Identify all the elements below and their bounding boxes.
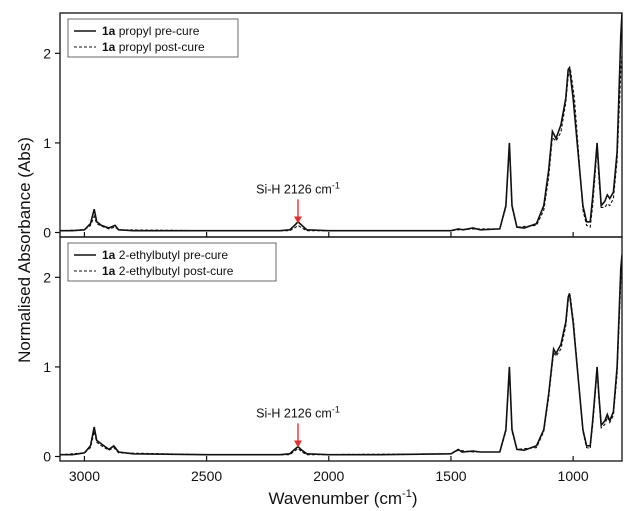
legend-entry-text: 2-ethylbutyl pre-cure bbox=[115, 248, 228, 262]
legend-entry-bold: 1a bbox=[102, 264, 116, 278]
x-tick-label: 2000 bbox=[313, 468, 344, 484]
legend-entry-text: propyl post-cure bbox=[115, 40, 205, 54]
annotation-label-superscript: -1 bbox=[332, 404, 340, 414]
x-tick-label: 3000 bbox=[69, 468, 100, 484]
y-tick-label: 1 bbox=[43, 135, 51, 151]
x-tick-label: 2500 bbox=[191, 468, 222, 484]
legend-entry: 1a 2-ethylbutyl pre-cure bbox=[102, 248, 228, 262]
annotation-label-main: Si-H 2126 cm bbox=[256, 182, 332, 196]
series-dashed bbox=[60, 53, 622, 232]
legend-entry-bold: 1a bbox=[102, 248, 116, 262]
annotation-arrow-head bbox=[293, 440, 302, 448]
annotation-label: Si-H 2126 cm-1 bbox=[256, 180, 340, 196]
legend-entry-text: propyl pre-cure bbox=[115, 24, 199, 38]
y-tick-label: 2 bbox=[43, 269, 51, 285]
legend-box bbox=[67, 18, 239, 58]
series-solid bbox=[60, 254, 622, 456]
panel-frame bbox=[59, 236, 623, 462]
legend-entry-bold: 1a bbox=[102, 40, 116, 54]
y-tick-label: 1 bbox=[43, 359, 51, 375]
y-tick-label: 0 bbox=[43, 449, 51, 465]
legend-entry: 1a 2-ethylbutyl post-cure bbox=[102, 264, 234, 278]
x-axis-title: Wavenumber (cm-1) bbox=[269, 488, 418, 508]
y-tick-label: 0 bbox=[43, 225, 51, 241]
annotation-label-superscript: -1 bbox=[332, 180, 340, 190]
x-axis: 3000 2500 2000 1500 1000 bbox=[69, 468, 589, 484]
annotation-label: Si-H 2126 cm-1 bbox=[256, 404, 340, 420]
x-axis-title-superscript: -1 bbox=[402, 488, 412, 500]
x-axis-title-main: Wavenumber (cm bbox=[269, 489, 403, 508]
y-tick-label: 2 bbox=[43, 45, 51, 61]
legend-box bbox=[67, 242, 277, 282]
legend-entry: 1a propyl post-cure bbox=[102, 40, 205, 54]
annotation-arrow-head bbox=[293, 216, 302, 224]
x-tick-label: 1000 bbox=[558, 468, 589, 484]
series-dashed bbox=[60, 268, 622, 456]
legend-entry: 1a propyl pre-cure bbox=[102, 24, 200, 38]
y-axis-title: Normalised Absorbance (Abs) bbox=[15, 137, 34, 363]
x-axis-title-tail: ) bbox=[412, 489, 418, 508]
legend-entry-text: 2-ethylbutyl post-cure bbox=[115, 264, 233, 278]
legend-entry-bold: 1a bbox=[102, 24, 116, 38]
x-tick-label: 1500 bbox=[435, 468, 466, 484]
annotation-label-main: Si-H 2126 cm bbox=[256, 406, 332, 420]
